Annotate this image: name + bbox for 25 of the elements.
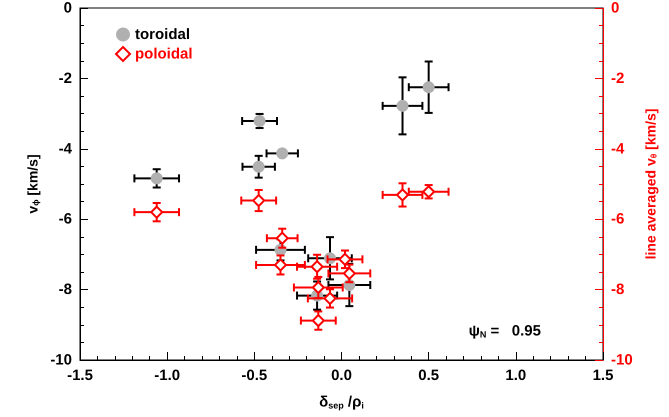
y2-axis-title: line averaged vθ [km/s] bbox=[642, 108, 659, 260]
y2-tick-label: 0 bbox=[611, 0, 620, 16]
y-tick-label: -4 bbox=[58, 140, 73, 158]
y2-tick-label: -10 bbox=[611, 352, 633, 368]
x-tick-label: -1.0 bbox=[154, 367, 180, 384]
legend-label: poloidal bbox=[135, 46, 192, 62]
y-axis-title: vϕ [km/s] bbox=[24, 154, 40, 214]
x-axis-title: δsep /ρi bbox=[319, 393, 364, 410]
x-tick-label: -1.5 bbox=[67, 367, 93, 384]
x-tick-label: -0.5 bbox=[241, 367, 268, 384]
y2-tick-label: -8 bbox=[611, 281, 624, 298]
y2-tick-label: -4 bbox=[611, 140, 625, 158]
x-tick-label: 0.5 bbox=[418, 367, 440, 384]
y-tick-label: -8 bbox=[58, 281, 72, 298]
y-tick-label: 0 bbox=[64, 0, 72, 16]
y-tick-label: -10 bbox=[50, 352, 72, 368]
x-tick-label: 1.5 bbox=[592, 367, 614, 384]
x-tick-label: 0.0 bbox=[331, 367, 352, 384]
annotation: ψN = 0.95 bbox=[468, 322, 541, 340]
legend-label: toroidal bbox=[135, 26, 190, 43]
y2-tick-label: -6 bbox=[611, 210, 624, 228]
y-tick-label: -2 bbox=[58, 70, 72, 87]
y2-tick-label: -2 bbox=[611, 70, 624, 87]
x-tick-label: 1.0 bbox=[505, 367, 526, 384]
y-tick-label: -6 bbox=[58, 210, 72, 228]
